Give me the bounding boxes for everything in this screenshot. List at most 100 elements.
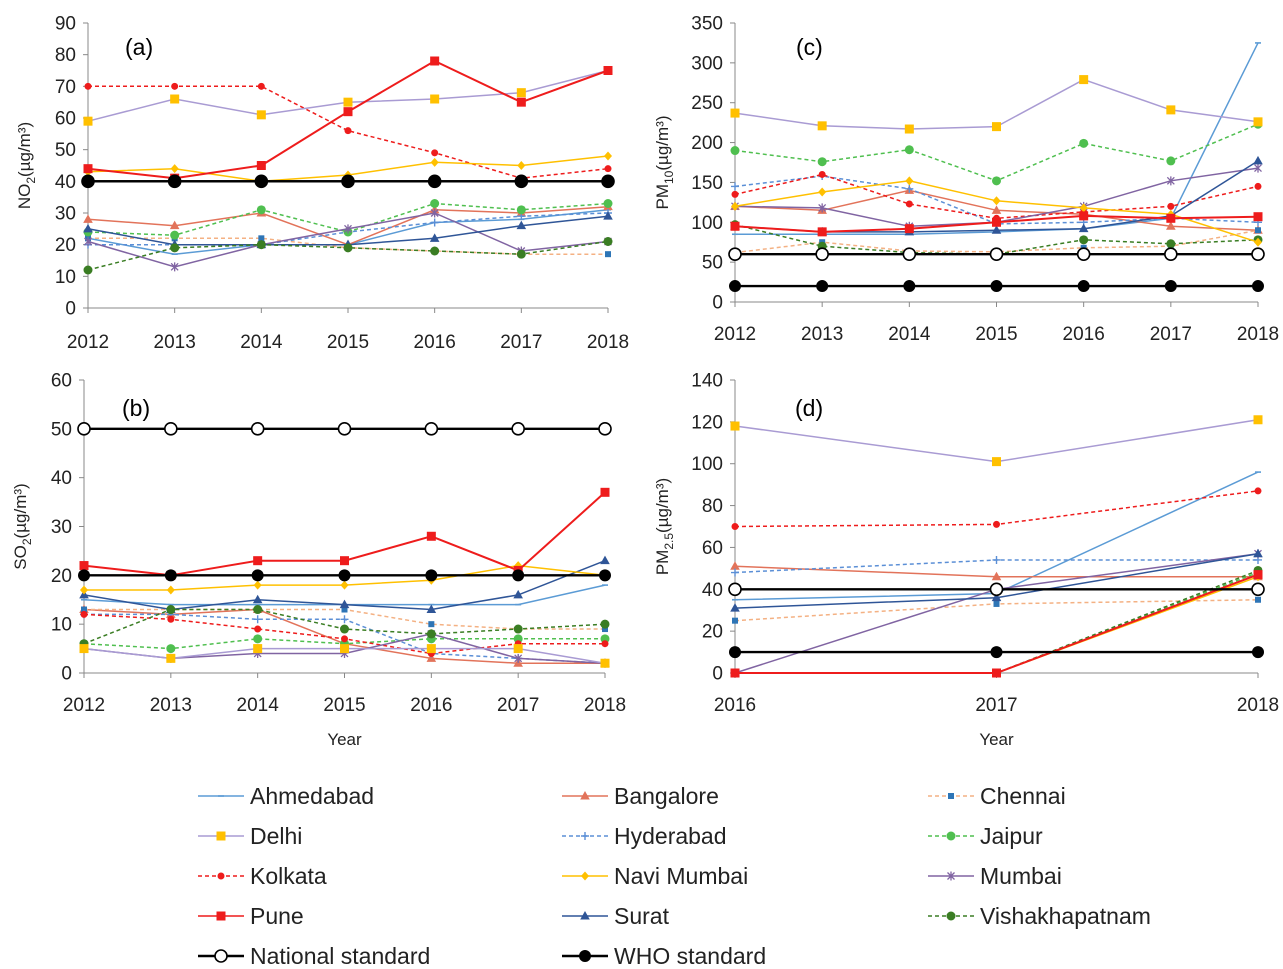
panel-a-point-vishakhapatnam [256,240,266,250]
panel-c-point-navi-mumbai [905,176,914,186]
panel-b-point-national-standard [337,422,352,436]
panel-c-point-pune [730,221,740,231]
panel-a-point-delhi [516,88,526,98]
panel-d-point-chennai [1255,596,1261,603]
panel-b-point-navi-mumbai [253,580,262,590]
legend-swatch-marker [581,871,589,881]
panel-c-y-tick-label: 150 [691,173,723,194]
legend-swatch-marker [580,911,590,920]
panel-c-point-who-standard [729,280,741,293]
panel-a-point-kolkata [431,149,439,157]
panel-c-point-kolkata [1167,202,1175,210]
legend-item-surat: Surat [562,903,670,929]
panel-b-x-tick-label: 2013 [150,695,192,716]
legend-swatch-marker [579,950,591,962]
panel-b-point-surat [600,555,610,565]
panel-b-point-who-standard [251,569,264,582]
panel-b-y-tick-label: 30 [51,517,72,538]
panel-d-point-who-standard [729,646,741,659]
panel-c-point-hyderabad [905,184,914,193]
panel-c-x-tick-label: 2016 [1063,324,1105,345]
panel-d-series-surat [730,548,1263,612]
panel-d-y-tick-label: 140 [691,371,723,392]
panel-b-point-jaipur [166,644,176,654]
panel-b-point-vishakhapatnam [513,624,523,634]
panel-a-point-jaipur [170,230,180,240]
panel-d-point-bangalore [730,561,740,570]
panel-d-point-pune [730,668,740,678]
panel-d-series-pune [730,570,1263,678]
panel-c-x-tick-label: 2012 [714,324,756,345]
panel-c-point-who-standard [1252,280,1264,293]
panel-b-y-tick-label: 50 [51,419,72,440]
panel-d-line-delhi [734,419,1259,463]
panel-d-point-surat [1253,548,1263,558]
panel-c-point-delhi [817,121,827,131]
panel-c-point-pune [1166,213,1176,223]
panel-d-series-kolkata [731,487,1262,530]
legend-swatch-marker [946,911,956,921]
panel-b-point-navi-mumbai [80,585,88,595]
legend-swatch-marker [216,831,226,841]
panel-c-point-mumbai [1254,163,1262,173]
legend-item-chennai: Chennai [928,783,1066,809]
panel-d-y-tick-label: 0 [712,664,723,685]
panel-a-no2-chart: 0 10 20 30 40 50 60 70 80 90 2012 2013 2014 2015 2016 2… [15,14,629,354]
panel-a-y-tick-label: 30 [55,204,76,225]
panel-d-y-tick-label: 60 [702,538,723,559]
panel-c-point-national-standard [1164,247,1178,261]
legend-label: Hyderabad [614,823,727,849]
panel-c-point-navi-mumbai [818,187,827,197]
panel-d-y-tick-label: 40 [702,580,723,601]
panel-c-point-mumbai [1166,176,1175,186]
panel-c-point-kolkata [1254,182,1262,190]
panel-c-point-pune [992,217,1001,227]
panel-a-point-pune [83,164,93,174]
panel-b-x-tick-label: 2016 [410,695,452,716]
panel-a-y-tick-label: 80 [55,45,76,66]
legend-label: Navi Mumbai [614,863,748,889]
panel-d-point-national-standard [728,582,742,597]
panel-a-point-mumbai [84,237,92,246]
legend-label: Bangalore [614,783,719,809]
panel-c-point-pune [1079,211,1089,221]
panel-b-point-pune [340,556,349,566]
legend-item-kolkata: Kolkata [198,863,327,889]
panel-a-series-jaipur [83,199,613,240]
panel-a-point-vishakhapatnam [83,265,93,275]
legend-item-who-standard: WHO standard [562,943,766,969]
panel-b-point-vishakhapatnam [426,629,436,639]
panel-c-y-tick-label: 250 [691,93,723,114]
legend-swatch-marker [581,832,589,840]
panel-c-point-jaipur [992,176,1001,186]
panel-c-y-tick-label: 200 [691,133,723,154]
panel-d-point-kolkata [993,520,1000,528]
panel-b-x-axis-label: Year [327,730,362,749]
panel-d-point-surat [730,603,740,612]
legend-item-bangalore: Bangalore [562,783,719,809]
panel-d-point-pune [1253,570,1263,580]
panel-a-series-vishakhapatnam [83,237,613,275]
legend-label: National standard [250,943,430,969]
panel-c-point-vishakhapatnam [1166,239,1176,249]
panel-d-point-national-standard [989,582,1004,597]
panel-a-point-jaipur [430,199,440,208]
legend-label: Delhi [250,823,302,849]
panel-c-point-who-standard [1077,280,1090,293]
panel-c-point-jaipur [904,145,914,155]
panel-b-point-vishakhapatnam [253,605,263,615]
panel-b-point-national-standard [598,422,612,436]
panel-c-point-bangalore [991,205,1002,214]
panel-a-x-tick-label: 2016 [414,332,456,353]
panel-a-y-tick-label: 90 [55,14,76,35]
panel-d-y-axis-label-unit: (µg/m³) [653,478,672,533]
panel-d-point-hyderabad [731,568,739,577]
panel-a-point-who-standard [602,175,614,188]
panel-a-point-navi-mumbai [604,151,612,161]
panel-d-series-hyderabad [731,555,1262,577]
legend-item-mumbai: Mumbai [928,863,1062,889]
panel-a-panel-label: (a) [125,34,153,60]
panel-a-point-delhi [343,97,353,107]
panel-c-point-delhi [904,124,914,134]
panel-c-point-delhi [992,122,1001,132]
